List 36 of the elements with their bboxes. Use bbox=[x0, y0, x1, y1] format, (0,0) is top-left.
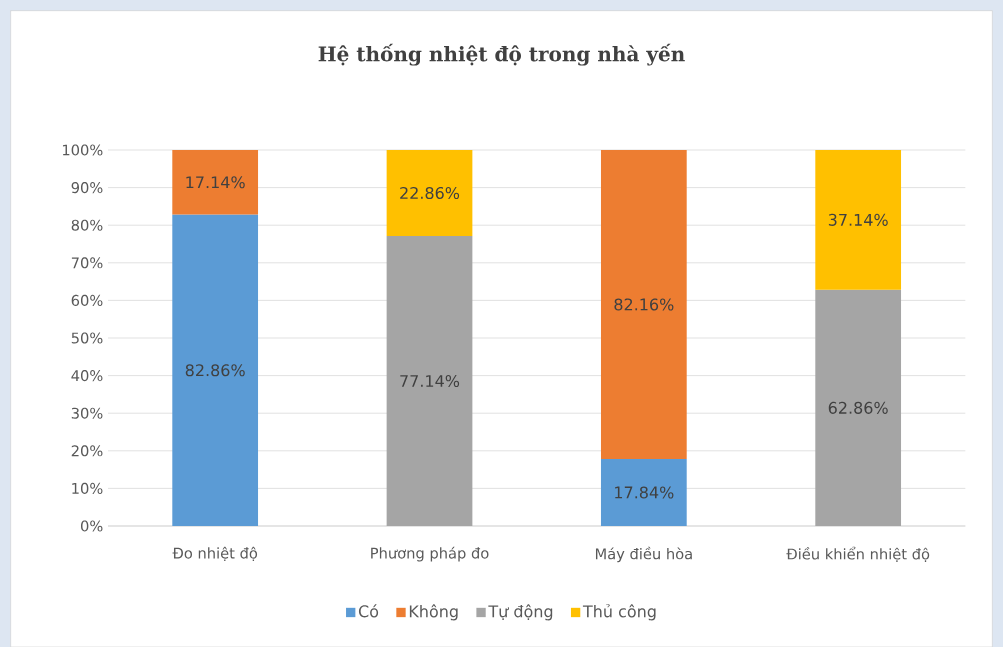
y-tick-label: 40% bbox=[71, 369, 103, 382]
bar bbox=[386, 149, 473, 236]
y-tick-label: 70% bbox=[71, 257, 103, 269]
data-label: 82.16% bbox=[614, 298, 674, 311]
legend-label: Có bbox=[358, 604, 379, 618]
bar bbox=[815, 149, 902, 290]
y-tick-label: 90% bbox=[71, 181, 103, 194]
bar bbox=[815, 289, 902, 526]
bar bbox=[600, 458, 687, 526]
bar bbox=[172, 214, 259, 526]
data-label: 17.84% bbox=[615, 486, 674, 499]
y-tick-label: 100% bbox=[62, 144, 103, 156]
x-tick-label: Đo nhiệt độ bbox=[172, 546, 258, 561]
y-tick-label: 30% bbox=[71, 407, 103, 419]
bar bbox=[386, 235, 473, 526]
y-tick-label: 20% bbox=[71, 445, 103, 457]
chart-title: Hệ thống nhiệt độ trong nhà yến bbox=[318, 43, 685, 66]
legend-label: Không bbox=[409, 604, 458, 621]
y-tick-label: 10% bbox=[72, 482, 103, 494]
data-label: 77.14% bbox=[400, 374, 460, 387]
legend-label: Tự động bbox=[488, 604, 553, 621]
data-label: 62.86% bbox=[828, 401, 888, 414]
data-label: 37.14% bbox=[828, 213, 888, 226]
y-tick-label: 50% bbox=[71, 332, 103, 344]
y-tick-label: 80% bbox=[71, 219, 103, 231]
x-tick-label: Phương pháp đo bbox=[371, 546, 489, 562]
x-tick-label: Máy điều hòa bbox=[595, 546, 692, 563]
data-label: 82.86% bbox=[185, 364, 245, 377]
y-tick-label: 60% bbox=[71, 294, 103, 306]
data-label: 22.86% bbox=[400, 186, 460, 199]
bar bbox=[600, 149, 687, 459]
legend-label: Thủ công bbox=[582, 604, 656, 621]
data-label: 17.14% bbox=[186, 176, 245, 189]
y-tick-label: 0% bbox=[80, 520, 103, 532]
bar bbox=[172, 149, 259, 215]
x-tick-label: Điều khiển nhiệt độ bbox=[786, 546, 930, 562]
